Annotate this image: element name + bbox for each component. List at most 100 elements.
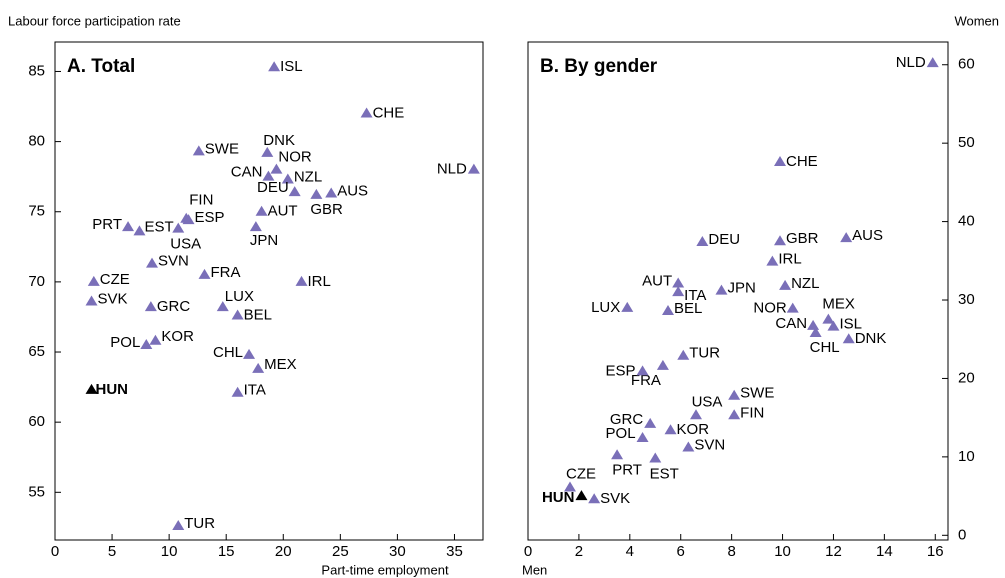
point [270, 163, 283, 174]
point-label: AUT [268, 203, 298, 220]
point [822, 313, 835, 324]
point-label: PRT [92, 216, 122, 233]
x-tick-label: 8 [727, 543, 735, 560]
point [262, 170, 275, 181]
point [198, 268, 211, 279]
point-label: NLD [896, 54, 926, 71]
y-tick-label: 55 [28, 483, 45, 500]
point [216, 301, 229, 312]
point [85, 295, 98, 306]
point [467, 163, 480, 174]
point-label: SVK [600, 490, 630, 507]
point [728, 389, 741, 400]
point [133, 225, 146, 236]
point-label: ESP [195, 209, 225, 226]
y-tick-label: 80 [28, 133, 45, 150]
y-tick-label: 85 [28, 62, 45, 79]
x-tick-label: 10 [161, 543, 178, 560]
point-label: SWE [205, 140, 239, 157]
point-label: SVN [694, 436, 725, 453]
point [243, 348, 256, 359]
point-label: NZL [791, 275, 819, 292]
point [261, 146, 274, 157]
point-label: DEU [257, 179, 289, 196]
point [192, 145, 205, 156]
point-label: HUN [96, 381, 129, 398]
y-tick-label: 50 [958, 134, 975, 151]
point-label: CHE [786, 153, 818, 170]
point-label: PRT [612, 461, 642, 478]
point [252, 362, 265, 373]
y-tick-label: 65 [28, 343, 45, 360]
point-label: CAN [775, 315, 807, 332]
x-axis-label: Part-time employment [321, 562, 449, 577]
point [636, 432, 649, 443]
point [182, 214, 195, 225]
point [122, 221, 135, 232]
x-tick-label: 35 [446, 543, 463, 560]
point-label: CZE [100, 271, 130, 288]
point-label: ITA [244, 382, 266, 399]
y-tick-label: 70 [28, 273, 45, 290]
point-label: BEL [674, 300, 702, 317]
y-axis-label: Women [954, 13, 999, 28]
point-label: SVK [98, 290, 128, 307]
x-tick-label: 2 [575, 543, 583, 560]
y-tick-label: 75 [28, 203, 45, 220]
point [281, 173, 294, 184]
point [310, 188, 323, 199]
point-label: ESP [606, 362, 636, 379]
point [656, 359, 669, 370]
point-label: IRL [778, 251, 801, 268]
y-tick-label: 40 [958, 213, 975, 230]
point-label: MEX [264, 356, 297, 373]
point [786, 302, 799, 313]
point-label: USA [692, 393, 723, 410]
point [231, 309, 244, 320]
x-tick-label: 0 [51, 543, 59, 560]
point [807, 319, 820, 330]
point-label: POL [606, 425, 636, 442]
point-label: GRC [157, 298, 191, 315]
point [672, 277, 685, 288]
point-label: NOR [753, 300, 787, 317]
x-tick-label: 4 [626, 543, 634, 560]
x-tick-label: 5 [108, 543, 116, 560]
x-tick-label: 12 [825, 543, 842, 560]
point [682, 441, 695, 452]
point-label: GBR [310, 201, 343, 218]
point [87, 275, 100, 286]
point [172, 222, 185, 233]
point [231, 386, 244, 397]
point-label: FRA [211, 264, 241, 281]
point-label: GBR [786, 230, 819, 247]
point [325, 187, 338, 198]
x-tick-label: 15 [218, 543, 235, 560]
point [564, 481, 576, 492]
point-label: HUN [542, 489, 575, 506]
point-label: CAN [231, 164, 263, 181]
point-label: DNK [855, 330, 887, 347]
point [636, 365, 649, 376]
point [172, 519, 185, 530]
point-label: SVN [158, 253, 189, 270]
point-label: GRC [610, 411, 644, 428]
point [827, 320, 840, 331]
x-tick-label: 14 [876, 543, 893, 560]
x-tick-label: 6 [677, 543, 685, 560]
y-tick-label: 30 [958, 291, 975, 308]
point-label: LUX [591, 299, 620, 316]
point-label: CHE [373, 105, 405, 122]
y-axis-label: Labour force participation rate [8, 13, 181, 28]
point [644, 417, 657, 428]
point [677, 349, 690, 360]
point [696, 235, 709, 246]
point-label: KOR [161, 328, 194, 345]
point-label: POL [110, 334, 140, 351]
point [664, 424, 677, 435]
point [149, 334, 162, 345]
point-label: FIN [740, 404, 764, 421]
point [774, 235, 786, 246]
point-label: CHL [810, 339, 840, 356]
point [146, 257, 159, 268]
